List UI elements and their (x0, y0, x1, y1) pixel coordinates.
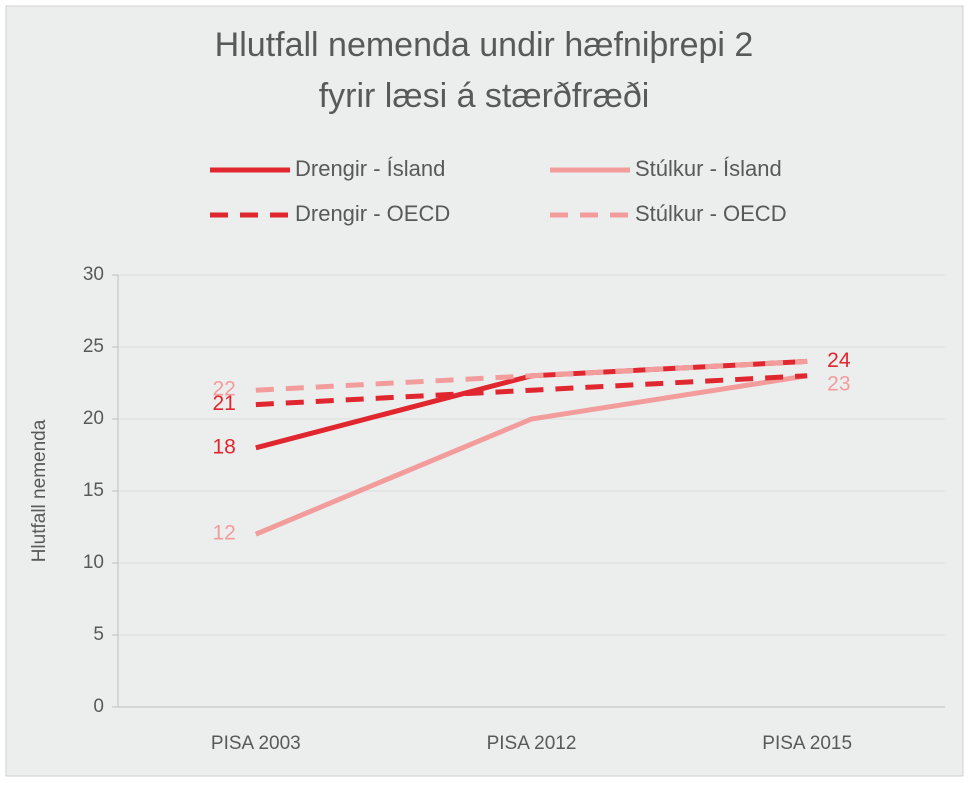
legend-label: Drengir - OECD (295, 201, 450, 226)
y-tick-label: 0 (93, 696, 104, 717)
x-tick-label: PISA 2003 (211, 733, 301, 754)
y-tick-label: 5 (93, 624, 104, 645)
y-tick-label: 10 (83, 552, 104, 573)
series-line (255, 373, 808, 408)
y-axis-label: Hlutfall nemenda (29, 419, 50, 562)
chart-title: Hlutfall nemenda undir hæfniþrepi 2 (215, 26, 754, 64)
y-tick-label: 20 (83, 408, 104, 429)
x-tick-label: PISA 2012 (487, 733, 577, 754)
chart-title: fyrir læsi á stærðfræði (319, 77, 650, 115)
y-tick-label: 25 (83, 336, 104, 357)
data-label: 22 (212, 378, 235, 401)
data-label: 24 (827, 349, 851, 372)
data-label: 21 (212, 392, 235, 415)
y-tick-label: 15 (83, 480, 104, 501)
legend-label: Stúlkur - Ísland (635, 156, 782, 181)
series-line (255, 358, 808, 393)
y-tick-label: 30 (83, 264, 104, 285)
x-tick-label: PISA 2015 (762, 733, 852, 754)
legend-label: Drengir - Ísland (295, 156, 445, 181)
data-label: 12 (212, 522, 235, 545)
data-label: 18 (212, 435, 235, 458)
legend-label: Stúlkur - OECD (635, 201, 787, 226)
chart-background (5, 5, 964, 777)
series-line (254, 373, 808, 537)
data-label: 23 (827, 372, 850, 395)
